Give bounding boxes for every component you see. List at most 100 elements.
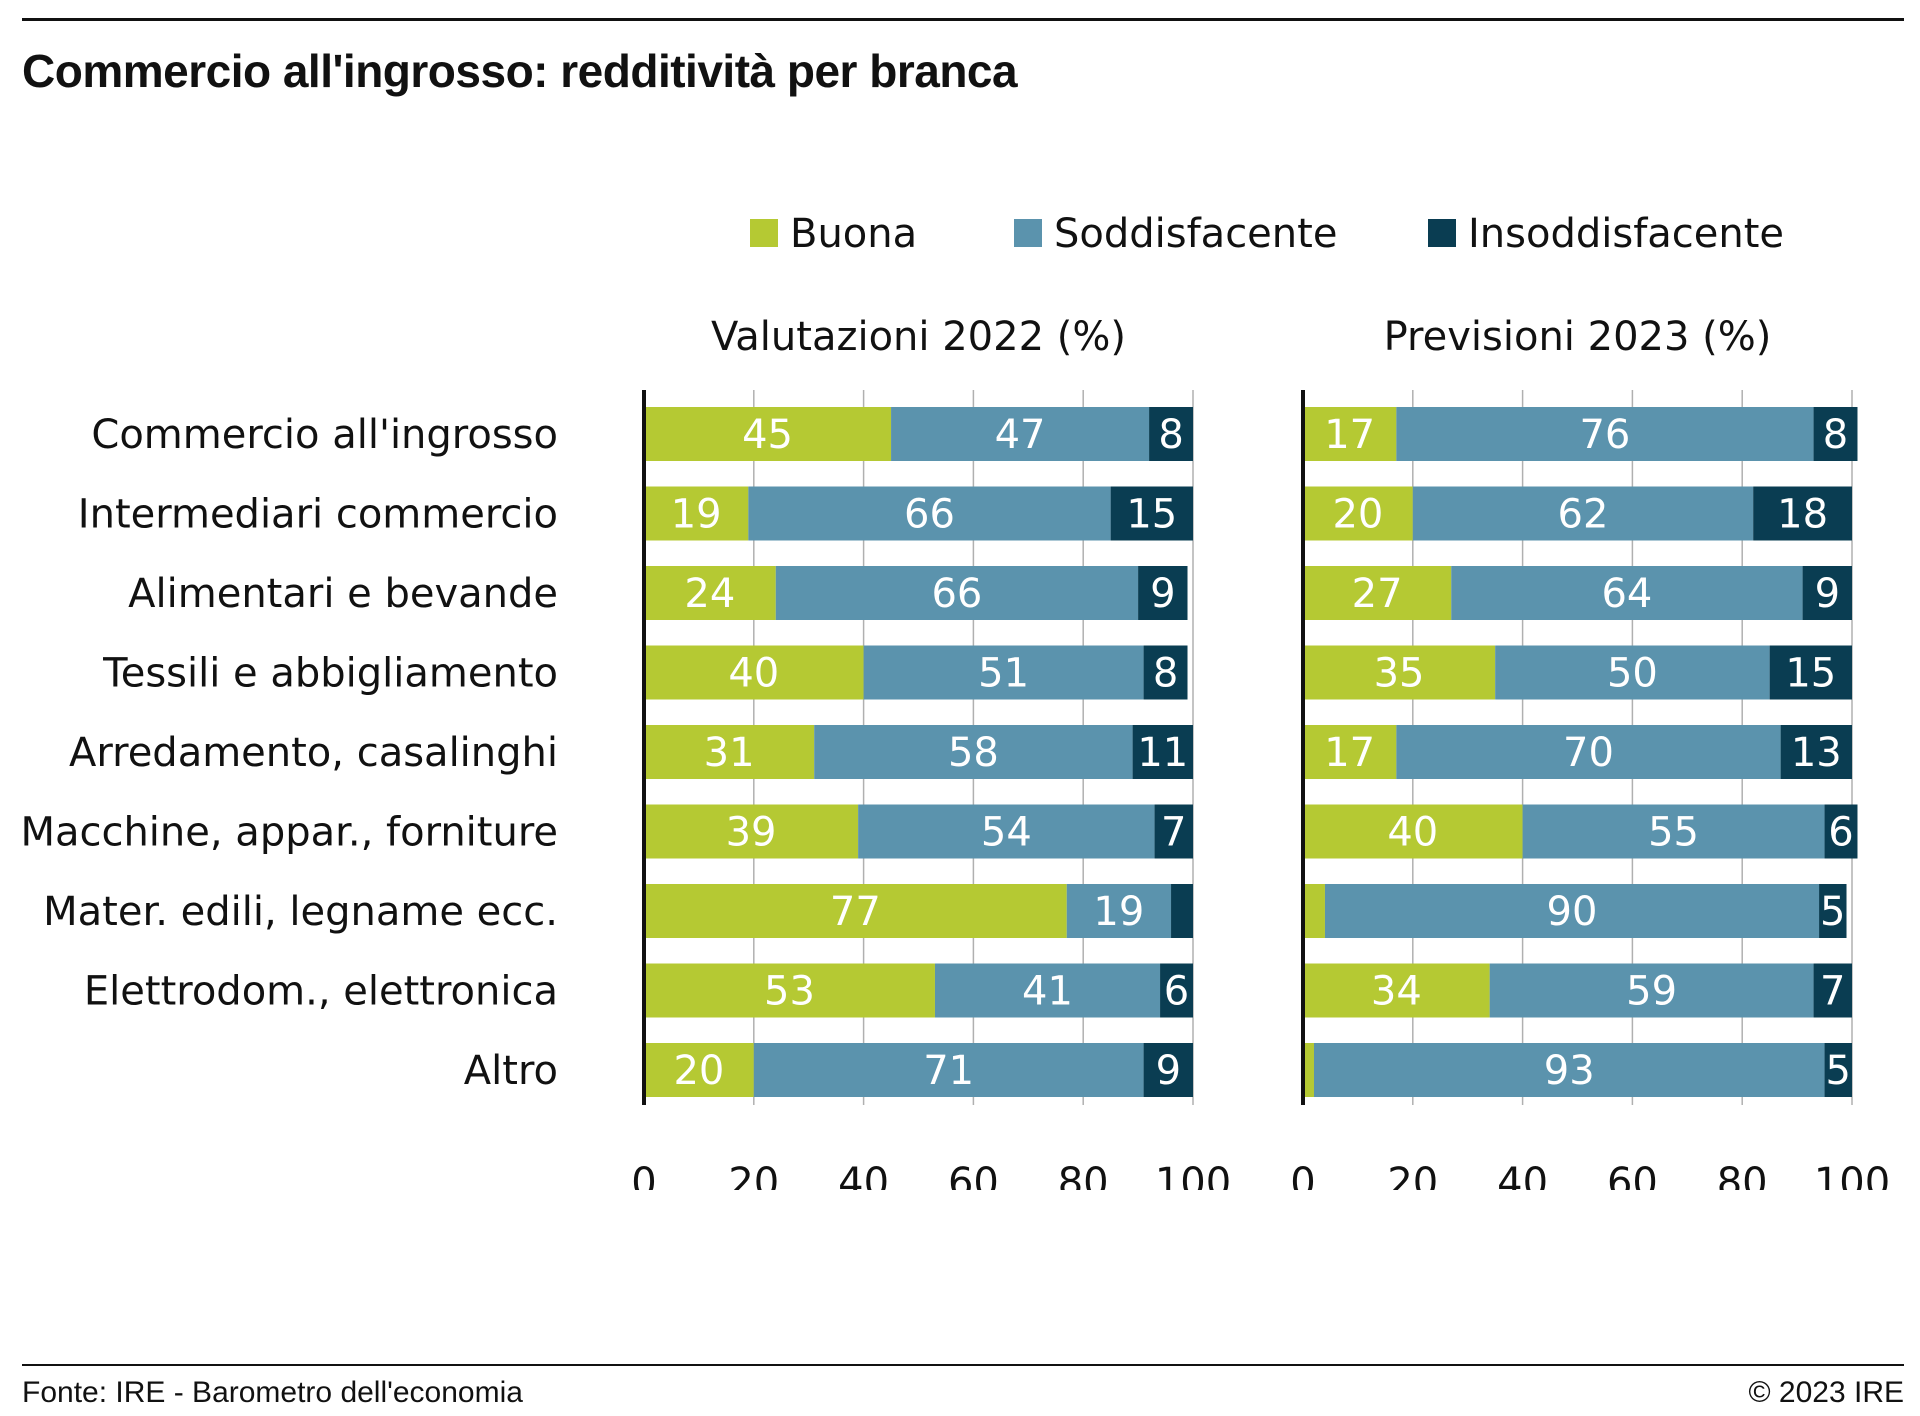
x-tick-label: 60 bbox=[1607, 1160, 1658, 1190]
bar-segment-soddisfacente bbox=[775, 566, 1139, 620]
data-label: 7 bbox=[1820, 969, 1845, 1015]
data-label: 13 bbox=[1791, 730, 1842, 776]
bottom-rule bbox=[22, 1364, 1904, 1366]
data-label: 6 bbox=[1164, 969, 1189, 1015]
data-label: 15 bbox=[1126, 492, 1177, 538]
bar-segment-buona bbox=[644, 884, 1067, 938]
bar-segment-soddisfacente bbox=[934, 963, 1161, 1018]
data-label: 8 bbox=[1153, 651, 1178, 697]
bar-segment-insoddisfacente bbox=[1813, 963, 1852, 1018]
bar-segment-insoddisfacente bbox=[1143, 1043, 1193, 1097]
bar-segment-buona bbox=[1303, 645, 1496, 700]
data-label: 90 bbox=[1547, 889, 1598, 935]
panel-title: Previsioni 2023 (%) bbox=[1384, 314, 1772, 360]
bar-segment-buona bbox=[644, 1043, 754, 1097]
data-label: 66 bbox=[931, 571, 982, 617]
data-label: 9 bbox=[1815, 571, 1840, 617]
category-labels: Commercio all'ingrosso Intermediari comme… bbox=[20, 412, 558, 1094]
bar-segment-buona bbox=[1303, 566, 1452, 620]
bar-segment-buona bbox=[1303, 884, 1325, 938]
category-label: Commercio all'ingrosso bbox=[91, 412, 558, 458]
x-tick-label: 20 bbox=[728, 1160, 779, 1190]
data-label: 66 bbox=[904, 492, 955, 538]
bar-segment-buona bbox=[644, 407, 892, 461]
bar-segment-soddisfacente bbox=[1451, 566, 1803, 620]
bar-segment-buona bbox=[644, 725, 815, 779]
legend-swatch-buona bbox=[750, 219, 778, 247]
data-label: 17 bbox=[1324, 412, 1375, 458]
bar-segment-buona bbox=[1303, 1043, 1314, 1097]
bar-segment-soddisfacente bbox=[863, 645, 1144, 700]
x-tick-label: 40 bbox=[838, 1160, 889, 1190]
bar-segment-soddisfacente bbox=[1396, 407, 1814, 461]
bar-segment-insoddisfacente bbox=[1769, 645, 1852, 700]
data-label: 70 bbox=[1563, 730, 1614, 776]
bar-segment-insoddisfacente bbox=[1143, 645, 1188, 700]
bar-segment-insoddisfacente bbox=[1824, 1043, 1852, 1097]
category-label: Altro bbox=[464, 1048, 558, 1094]
data-label: 40 bbox=[728, 651, 779, 697]
category-label: Alimentari e bevande bbox=[128, 571, 558, 617]
category-label: Intermediari commercio bbox=[78, 492, 558, 538]
data-label: 9 bbox=[1150, 571, 1175, 617]
data-label: 15 bbox=[1785, 651, 1836, 697]
x-tick-label: 40 bbox=[1497, 1160, 1548, 1190]
data-label: 34 bbox=[1371, 969, 1422, 1015]
data-label: 9 bbox=[1156, 1048, 1181, 1094]
bar-segment-soddisfacente bbox=[1313, 1043, 1825, 1097]
x-tick-label: 20 bbox=[1387, 1160, 1438, 1190]
data-label: 19 bbox=[1093, 889, 1144, 935]
x-tick-label: 60 bbox=[948, 1160, 999, 1190]
x-tick-label: 0 bbox=[1290, 1160, 1315, 1190]
bar-segment-buona bbox=[644, 486, 749, 541]
bar-segment-insoddisfacente bbox=[1171, 884, 1193, 938]
category-label: Elettrodom., elettronica bbox=[84, 969, 558, 1015]
data-label: 6 bbox=[1828, 810, 1853, 856]
data-label: 58 bbox=[948, 730, 999, 776]
data-label: 47 bbox=[995, 412, 1046, 458]
data-label: 40 bbox=[1387, 810, 1438, 856]
data-label: 53 bbox=[764, 969, 815, 1015]
data-label: 39 bbox=[726, 810, 777, 856]
data-label: 77 bbox=[830, 889, 881, 935]
bar-segment-soddisfacente bbox=[1396, 725, 1781, 779]
data-label: 17 bbox=[1324, 730, 1375, 776]
bar-segment-buona bbox=[644, 963, 935, 1018]
x-tick-label: 80 bbox=[1717, 1160, 1768, 1190]
bar-segment-insoddisfacente bbox=[1802, 566, 1852, 620]
bar-segment-insoddisfacente bbox=[1819, 884, 1847, 938]
bar-segment-soddisfacente bbox=[1522, 804, 1825, 859]
x-tick-label: 100 bbox=[1155, 1160, 1231, 1190]
bar-segment-insoddisfacente bbox=[1780, 725, 1852, 779]
chart-title: Commercio all'ingrosso: redditività per … bbox=[22, 45, 1018, 97]
data-label: 62 bbox=[1558, 492, 1609, 538]
data-label: 35 bbox=[1374, 651, 1425, 697]
chart-panels: Valutazioni 2022 (%) 0 20 40 60 80 100 45 47 8 19 6… bbox=[631, 314, 1890, 1190]
panel-title: Valutazioni 2022 (%) bbox=[711, 314, 1126, 360]
bar-segment-buona bbox=[644, 566, 776, 620]
legend-label-insoddisfacente: Insoddisfacente bbox=[1468, 211, 1784, 257]
bar-segment-insoddisfacente bbox=[1132, 725, 1193, 779]
data-label: 41 bbox=[1022, 969, 1073, 1015]
data-label: 8 bbox=[1823, 412, 1848, 458]
data-label: 18 bbox=[1777, 492, 1828, 538]
bar-segment-soddisfacente bbox=[753, 1043, 1144, 1097]
top-rule bbox=[22, 18, 1904, 21]
bar-segment-insoddisfacente bbox=[1160, 963, 1193, 1018]
legend-swatch-soddisfacente bbox=[1014, 219, 1042, 247]
data-label: 19 bbox=[671, 492, 722, 538]
data-label: 45 bbox=[742, 412, 793, 458]
bar-segment-soddisfacente bbox=[1412, 486, 1754, 541]
bar-segment-soddisfacente bbox=[748, 486, 1111, 541]
source-note: Fonte: IRE - Barometro dell'economia bbox=[22, 1376, 523, 1409]
x-tick-label: 80 bbox=[1058, 1160, 1109, 1190]
data-label: 7 bbox=[1161, 810, 1186, 856]
data-label: 5 bbox=[1820, 889, 1845, 935]
bar-segment-buona bbox=[644, 645, 864, 700]
legend-label-buona: Buona bbox=[790, 211, 917, 257]
panel-1: Valutazioni 2022 (%) 0 20 40 60 80 100 45 47 8 19 6… bbox=[631, 314, 1231, 1190]
bar-segment-insoddisfacente bbox=[1149, 407, 1193, 461]
data-label: 64 bbox=[1601, 571, 1652, 617]
category-label: Tessili e abbigliamento bbox=[102, 651, 558, 697]
